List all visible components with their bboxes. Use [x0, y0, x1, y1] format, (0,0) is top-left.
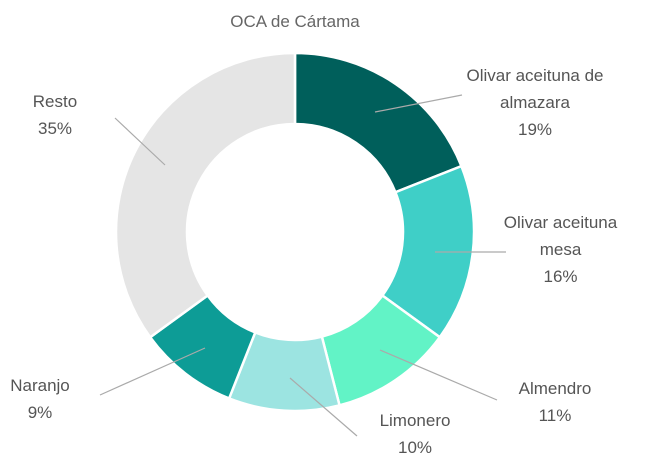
chart-title: OCA de Cártama [230, 12, 360, 31]
donut-slice [293, 51, 464, 194]
value-label: 19% [517, 120, 553, 139]
value-label: 35% [37, 119, 73, 138]
data-label: Olivar aceituna de almazara 19% [455, 62, 615, 143]
data-label: Naranjo 9% [5, 372, 75, 426]
value-label: 11% [538, 406, 572, 425]
category-label: Olivar aceituna mesa [503, 213, 618, 259]
value-label: 10% [397, 438, 433, 457]
data-label: Limonero 10% [360, 407, 470, 459]
data-label: Resto 35% [20, 88, 90, 142]
category-label: Olivar aceituna de almazara [466, 66, 604, 112]
value-label: 16% [543, 267, 578, 286]
category-label: Almendro [518, 379, 592, 398]
data-label: Olivar aceituna mesa 16% [498, 209, 623, 290]
leader-line [374, 94, 463, 113]
data-label: Almendro 11% [500, 375, 610, 429]
leader-line [114, 117, 166, 166]
category-label: Limonero [379, 411, 451, 430]
donut-slice [114, 51, 297, 339]
value-label: 9% [27, 403, 53, 422]
leader-line [379, 349, 498, 401]
category-label: Naranjo [10, 376, 70, 395]
category-label: Resto [32, 92, 78, 111]
leader-line [99, 347, 206, 396]
leader-line [289, 377, 358, 437]
